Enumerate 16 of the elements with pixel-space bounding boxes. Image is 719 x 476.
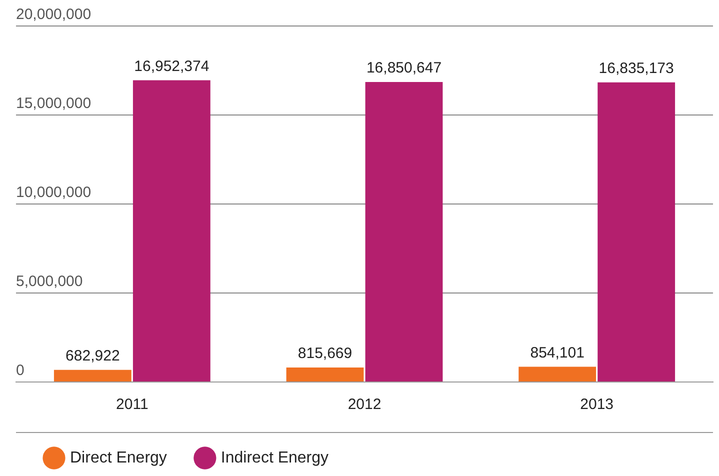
x-tick-label: 2011 xyxy=(116,396,148,414)
data-label: 16,835,173 xyxy=(598,60,674,77)
data-label: 16,952,374 xyxy=(134,58,210,75)
legend-label: Indirect Energy xyxy=(220,449,329,466)
y-tick-label: 15,000,000 xyxy=(16,95,92,112)
x-tick-label: 2013 xyxy=(580,396,614,414)
y-tick-label: 10,000,000 xyxy=(16,184,92,202)
data-label: 815,669 xyxy=(298,345,352,362)
legend-label: Direct Energy xyxy=(70,449,167,466)
data-label: 16,850,647 xyxy=(366,60,442,77)
data-label: 854,101 xyxy=(530,344,584,362)
data-label: 682,922 xyxy=(66,347,120,364)
y-tick-label: 20,000,000 xyxy=(16,6,92,24)
y-tick-label: 0 xyxy=(16,362,24,380)
y-tick-label: 5,000,000 xyxy=(16,273,83,290)
x-tick-label: 2012 xyxy=(348,396,382,414)
